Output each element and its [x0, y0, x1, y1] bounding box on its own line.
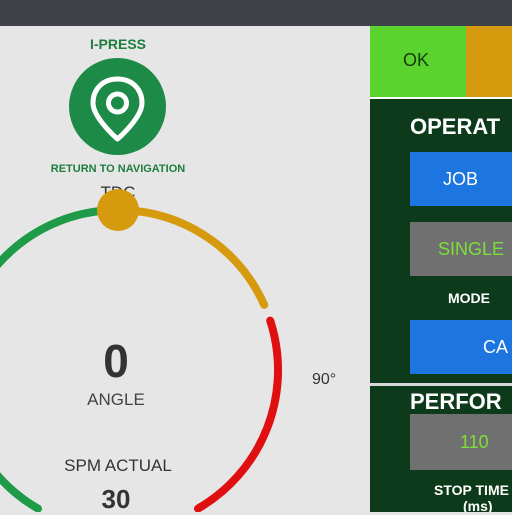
- spm-actual-value: 30: [101, 484, 131, 514]
- stop-time-label: STOP TIME: [434, 482, 509, 498]
- status-ok-indicator[interactable]: OK: [370, 26, 466, 97]
- degree-90-label: 90°: [312, 371, 337, 388]
- gauge-arc-amber: [130, 206, 269, 309]
- stop-time-field[interactable]: 110: [410, 414, 512, 470]
- app-title: I-PRESS: [89, 36, 146, 52]
- cam-button[interactable]: CA: [410, 320, 512, 374]
- section-divider: [370, 383, 512, 386]
- top-bar: [0, 0, 512, 26]
- job-button[interactable]: JOB: [410, 152, 512, 206]
- angle-value: 0: [103, 335, 129, 387]
- mode-value: SINGLE: [438, 239, 505, 259]
- return-to-navigation-label[interactable]: RETURN TO NAVIGATION: [50, 163, 186, 175]
- operation-title: OPERAT: [410, 114, 501, 139]
- performance-title: PERFOR: [410, 389, 502, 414]
- operation-panel: OK OPERAT JOB SINGLE MODE CA PERFOR 110 …: [370, 26, 512, 512]
- status-warning-indicator[interactable]: [466, 26, 512, 97]
- map-pin-icon: [90, 76, 145, 142]
- gauge-arc-green: [0, 206, 106, 512]
- angle-label: ANGLE: [87, 390, 145, 409]
- spm-actual-label: SPM ACTUAL: [64, 456, 172, 475]
- press-status-panel: I-PRESS RETURN TO NAVIGATION TDC 0 ANGLE…: [0, 26, 370, 514]
- job-button-label: JOB: [443, 169, 479, 189]
- stop-time-unit-label: (ms): [463, 498, 493, 512]
- mode-selector[interactable]: SINGLE: [410, 222, 512, 276]
- stop-time-value: 110: [460, 432, 489, 452]
- tdc-knob[interactable]: [97, 189, 139, 231]
- return-to-navigation-button[interactable]: [69, 58, 166, 155]
- cam-button-label: CA: [483, 337, 509, 357]
- mode-label: MODE: [448, 290, 490, 306]
- status-ok-label: OK: [403, 50, 430, 70]
- gauge-arc-red: [194, 316, 283, 512]
- angle-gauge: [0, 189, 283, 512]
- status-separator: [370, 97, 512, 99]
